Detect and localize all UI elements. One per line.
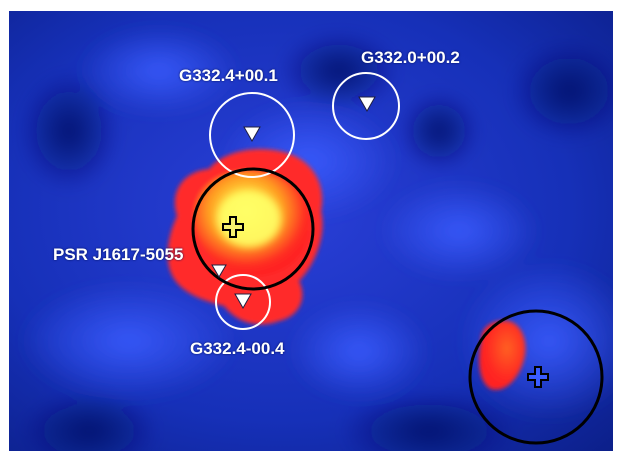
triangle-marker-1 [243,126,261,143]
sky-map: G332.4+00.1 G332.0+00.2 PSR J1617-5055 G… [9,11,613,451]
intensity-map [9,11,613,451]
triangle-marker-2 [358,96,376,113]
source-circle-3 [215,274,271,330]
label-g332-0-plus: G332.0+00.2 [361,48,460,67]
label-psr-j1617: PSR J1617-5055 [53,245,184,264]
source-circle-2 [332,72,400,140]
secondary-emission [479,320,526,390]
label-g332-4-minus: G332.4-00.4 [190,339,285,358]
label-g332-4-plus: G332.4+00.1 [179,66,278,85]
source-circle-1 [209,92,295,178]
triangle-marker-3 [234,293,252,310]
error-circle-secondary [468,309,604,445]
bright-core [217,191,281,247]
triangle-marker-pulsar [211,264,227,278]
background-mottling [19,26,613,451]
cross-marker-main [222,216,244,238]
cross-marker-secondary [527,366,549,388]
error-circle-main [191,167,315,291]
